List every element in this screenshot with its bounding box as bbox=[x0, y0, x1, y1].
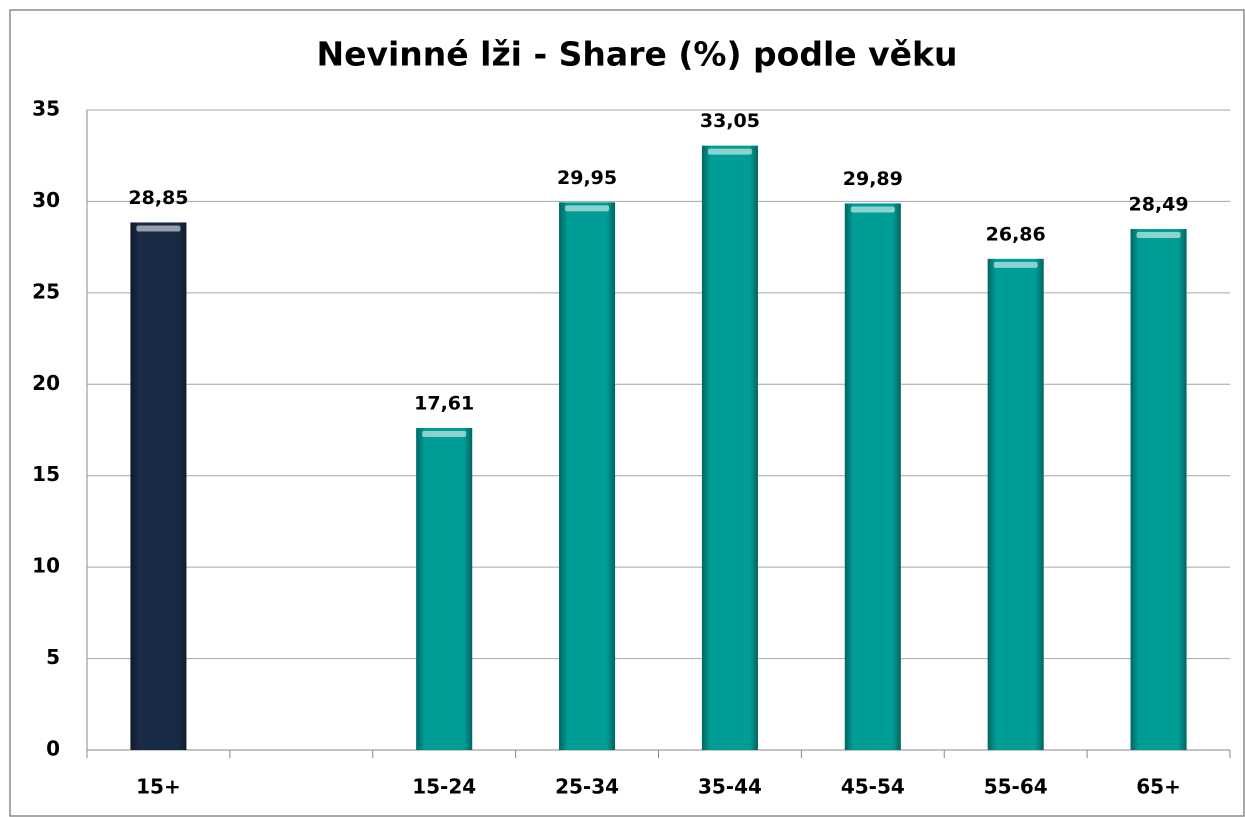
value-label: 29,95 bbox=[557, 167, 617, 189]
bar-shade bbox=[1130, 229, 1187, 751]
bar-shade bbox=[701, 145, 758, 750]
bar-shade bbox=[559, 202, 616, 751]
value-label: 28,85 bbox=[128, 187, 188, 209]
bar-highlight bbox=[565, 205, 610, 212]
bar-highlight bbox=[850, 206, 895, 213]
bar-highlight bbox=[1136, 232, 1181, 239]
bar-shade bbox=[987, 258, 1044, 750]
bar-shade bbox=[416, 427, 473, 750]
x-tick-label: 35-44 bbox=[698, 775, 762, 799]
value-label: 33,05 bbox=[700, 110, 760, 132]
bar-highlight bbox=[993, 261, 1038, 268]
y-tick-label: 0 bbox=[46, 737, 60, 761]
x-tick-label: 15-24 bbox=[412, 775, 476, 799]
bar-highlight bbox=[136, 225, 181, 232]
x-tick-label: 55-64 bbox=[984, 775, 1048, 799]
chart-title: Nevinné lži - Share (%) podle věku bbox=[316, 35, 957, 74]
y-tick-label: 35 bbox=[32, 97, 60, 121]
value-label: 17,61 bbox=[414, 392, 474, 414]
value-label: 29,89 bbox=[843, 168, 903, 190]
y-tick-label: 25 bbox=[32, 279, 60, 303]
chart-frame bbox=[9, 9, 1245, 817]
x-tick-label: 25-34 bbox=[555, 775, 619, 799]
bar-shade bbox=[844, 203, 901, 750]
y-tick-label: 10 bbox=[32, 554, 60, 578]
bar-shade bbox=[130, 222, 187, 750]
y-tick-label: 30 bbox=[32, 188, 60, 212]
y-tick-label: 5 bbox=[46, 645, 60, 669]
y-tick-label: 20 bbox=[32, 371, 60, 395]
bar-highlight bbox=[707, 148, 752, 155]
y-tick-label: 15 bbox=[32, 462, 60, 486]
x-tick-label: 15+ bbox=[136, 775, 181, 799]
x-tick-label: 45-54 bbox=[841, 775, 905, 799]
x-tick-label: 65+ bbox=[1136, 775, 1181, 799]
value-label: 26,86 bbox=[986, 223, 1046, 245]
value-label: 28,49 bbox=[1129, 194, 1189, 216]
bar-highlight bbox=[422, 430, 467, 437]
